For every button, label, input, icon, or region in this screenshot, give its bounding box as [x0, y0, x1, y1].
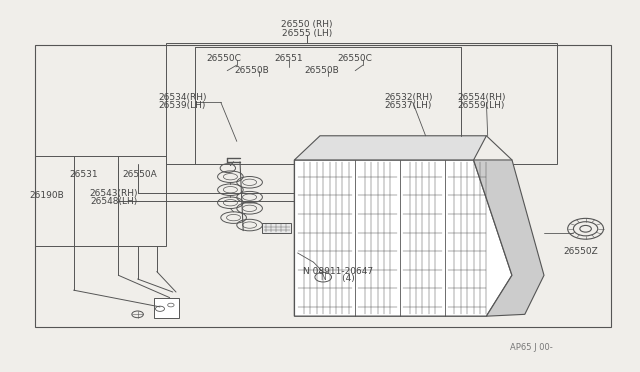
Text: 26559(LH): 26559(LH) [458, 101, 505, 110]
Text: 26550Z: 26550Z [564, 247, 598, 256]
Text: 26531: 26531 [69, 170, 97, 179]
Bar [154, 298, 179, 318]
Text: 26555 (LH): 26555 (LH) [282, 29, 332, 38]
Bar [166, 43, 557, 164]
Text: 26554(RH): 26554(RH) [457, 93, 506, 102]
Text: 26550B: 26550B [304, 66, 339, 75]
Text: N: N [321, 273, 326, 282]
Text: (4): (4) [321, 275, 355, 283]
Text: 26550A: 26550A [122, 170, 157, 179]
Polygon shape [474, 160, 544, 316]
Text: 26539(LH): 26539(LH) [159, 101, 206, 110]
Text: 26543(RH): 26543(RH) [90, 189, 138, 198]
Text: 26534(RH): 26534(RH) [158, 93, 207, 102]
Text: 26551: 26551 [275, 54, 303, 63]
Text: 26548(LH): 26548(LH) [90, 197, 138, 206]
Text: 26550B: 26550B [235, 66, 269, 75]
Text: 26550C: 26550C [207, 54, 241, 63]
Text: 26190B: 26190B [29, 191, 64, 200]
Text: 26532(RH): 26532(RH) [384, 93, 433, 102]
Text: 26537(LH): 26537(LH) [385, 101, 432, 110]
Text: 26550 (RH): 26550 (RH) [282, 20, 333, 29]
Polygon shape [294, 136, 486, 160]
Bar [35, 45, 611, 327]
Text: N 08911-20647: N 08911-20647 [303, 267, 373, 276]
Polygon shape [294, 160, 512, 316]
Bar [262, 223, 291, 232]
Bar [35, 156, 166, 246]
Text: AP65 J 00-: AP65 J 00- [510, 343, 552, 352]
Text: 26550C: 26550C [338, 54, 372, 63]
